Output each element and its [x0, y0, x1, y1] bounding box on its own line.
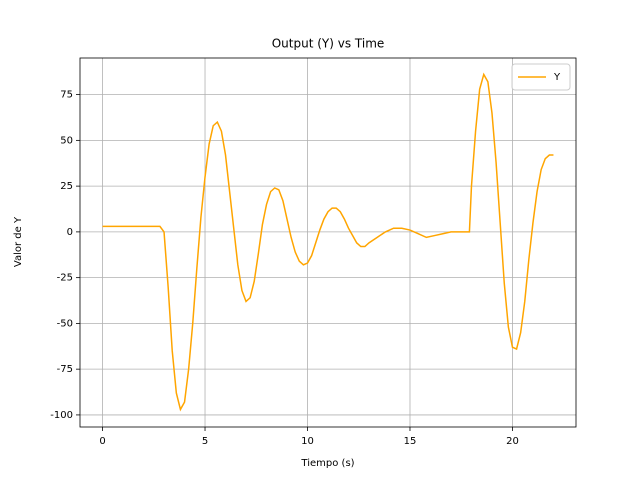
- x-axis-label: Tiempo (s): [300, 458, 354, 469]
- y-tick-label: -100: [50, 410, 73, 421]
- y-tick-label: 25: [60, 181, 73, 192]
- y-tick-label: -25: [57, 273, 73, 284]
- x-tick-label: 15: [404, 436, 417, 447]
- plot-frame: [79, 57, 577, 428]
- y-tick-label: 75: [60, 90, 73, 101]
- x-tick-label: 0: [99, 436, 105, 447]
- x-tick-label: 20: [506, 436, 519, 447]
- y-tick-label: -75: [57, 364, 73, 375]
- y-tick-label: 0: [67, 227, 73, 238]
- y-axis-label: Valor de Y: [13, 216, 24, 267]
- y-tick-label: 50: [60, 135, 73, 146]
- y-tick-label: -50: [57, 318, 73, 329]
- legend-label: Y: [553, 72, 561, 83]
- x-tick-label: 5: [202, 436, 208, 447]
- chart-title: Output (Y) vs Time: [272, 37, 385, 51]
- x-tick-label: 10: [301, 436, 314, 447]
- data-line: [102, 72, 554, 412]
